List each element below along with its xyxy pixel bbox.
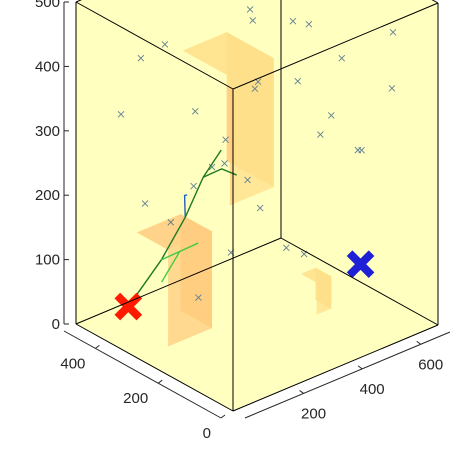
sample-marker	[338, 54, 346, 62]
x-tick-label: 600	[418, 356, 443, 373]
y-tick-label: 200	[123, 390, 148, 407]
sample-marker	[327, 112, 335, 119]
box-edge	[280, 237, 439, 326]
sample-marker	[246, 6, 254, 13]
y-tick-label: 400	[60, 355, 85, 372]
path-branch	[183, 194, 188, 218]
sample-marker	[117, 111, 125, 118]
x-tick-mark	[416, 340, 422, 345]
y-tick-mark	[157, 379, 163, 384]
y-tick-label: 0	[203, 425, 211, 442]
sample-marker	[282, 244, 290, 252]
sample-marker	[256, 204, 264, 212]
path-branch	[202, 168, 237, 178]
y-tick-mark	[95, 344, 100, 349]
chart-box-front	[76, 0, 438, 411]
box-face	[233, 3, 438, 411]
x-tick-label: 200	[301, 405, 326, 422]
sample-marker	[305, 20, 313, 28]
sample-marker	[289, 17, 297, 25]
sample-marker	[388, 85, 396, 92]
x-tick-mark	[357, 365, 363, 370]
obstacle-face	[226, 32, 274, 188]
sample-marker	[141, 200, 149, 207]
box-edge	[232, 324, 439, 412]
sample-marker	[195, 294, 202, 301]
path-branch	[127, 149, 222, 307]
z-tick-label: 0	[52, 316, 60, 333]
sample-marker	[249, 17, 257, 24]
sample-marker	[251, 85, 259, 93]
z-tick-label: 200	[35, 187, 60, 204]
chart-axes: 0 100 200 300 400 500 0 200 400 200 400 600	[35, 0, 451, 442]
sample-marker	[191, 108, 199, 115]
path-branch	[160, 251, 181, 283]
box-edge	[75, 1, 234, 90]
sample-marker	[317, 131, 324, 138]
sample-marker	[137, 54, 145, 62]
sample-marker	[167, 218, 175, 226]
sample-marker	[190, 182, 197, 190]
sample-marker	[161, 41, 169, 48]
obstacle-face	[180, 214, 213, 329]
box-face	[281, 0, 438, 325]
z-tick-label: 100	[35, 252, 60, 269]
chart-box-edges	[75, 0, 439, 412]
box-edge	[232, 2, 439, 90]
sample-marker	[222, 136, 229, 143]
sample-marker	[389, 29, 397, 36]
z-tick-label: 500	[35, 0, 60, 11]
obstacle-face	[315, 267, 332, 309]
box-face	[76, 238, 438, 411]
x-tick-mark	[299, 390, 304, 394]
goal-marker	[346, 250, 375, 278]
chart-obstacles	[136, 32, 332, 347]
y-axis-line	[63, 330, 222, 419]
sample-marker	[354, 146, 362, 154]
y-tick-mark	[220, 414, 226, 419]
sample-marker	[208, 163, 216, 171]
box-edge	[75, 237, 282, 325]
x-axis-line	[244, 331, 451, 419]
box-edge	[75, 323, 234, 412]
sample-marker	[244, 176, 251, 184]
box-face	[76, 0, 438, 89]
sample-marker	[294, 77, 302, 85]
x-tick-label: 400	[360, 381, 385, 398]
z-tick-label: 400	[35, 58, 60, 75]
z-tick-label: 300	[35, 123, 60, 140]
sample-marker	[221, 160, 228, 167]
chart-path-tree	[127, 149, 237, 307]
chart-endpoints	[114, 250, 375, 321]
